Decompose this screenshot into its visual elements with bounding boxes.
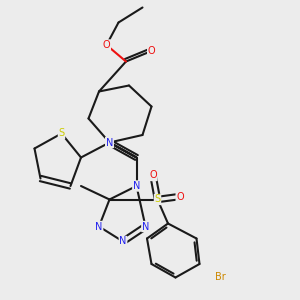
Text: O: O [103,40,110,50]
Text: N: N [119,236,127,247]
Text: O: O [148,46,155,56]
Text: N: N [133,181,140,191]
Text: S: S [154,194,160,205]
Text: O: O [176,191,184,202]
Text: Br: Br [215,272,226,283]
Text: N: N [95,221,103,232]
Text: O: O [149,170,157,181]
Text: N: N [142,221,149,232]
Text: N: N [106,137,113,148]
Text: S: S [58,128,64,139]
Text: N: N [106,137,113,148]
